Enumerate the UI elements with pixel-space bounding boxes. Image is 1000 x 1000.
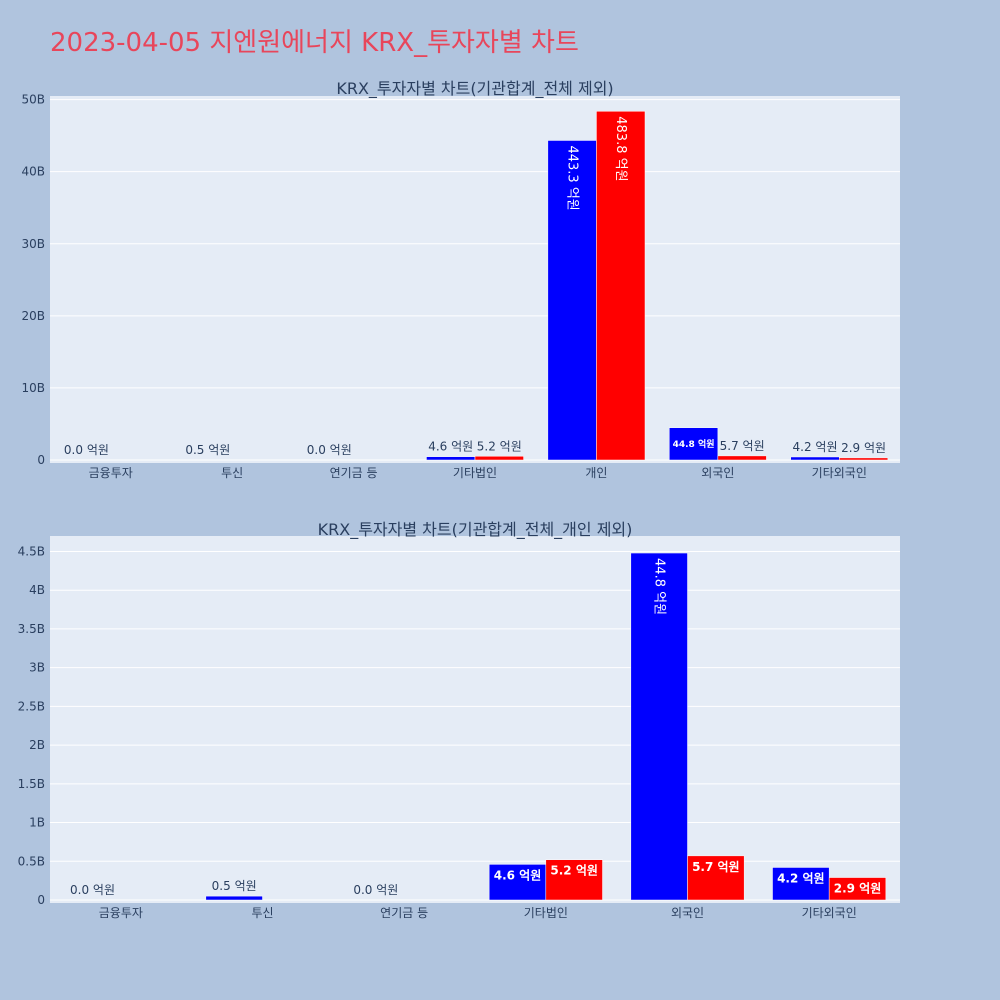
plot-area — [50, 96, 900, 463]
data-label: 2.9 억원 — [841, 441, 886, 455]
x-tick-label: 투신 — [221, 466, 243, 480]
x-tick-label: 금융투자 — [89, 466, 133, 480]
y-tick-label: 3B — [29, 661, 45, 675]
y-tick-label: 30B — [21, 237, 45, 251]
bar — [828, 877, 887, 901]
y-tick-label: 4.5B — [18, 544, 45, 558]
y-tick-label: 1.5B — [18, 777, 45, 791]
data-label: 4.2 억원 — [793, 440, 838, 454]
y-tick-label: 3.5B — [18, 622, 45, 636]
data-label: 0.5 억원 — [212, 879, 257, 893]
x-tick-label: 연기금 등 — [330, 466, 378, 480]
data-label: 0.0 억원 — [70, 883, 115, 897]
y-tick-label: 40B — [21, 165, 45, 179]
y-tick-label: 20B — [21, 309, 45, 323]
data-label: 483.8 억원 — [613, 116, 628, 181]
chart-title: KRX_투자자별 차트(기관합계_전체 제외) — [336, 79, 613, 99]
x-tick-label: 기타법인 — [453, 466, 497, 480]
data-label: 5.7 억원 — [720, 439, 765, 453]
data-label: 4.2 억원 — [777, 871, 825, 885]
bar — [669, 427, 719, 461]
x-tick-label: 기타법인 — [524, 906, 568, 920]
y-tick-label: 0 — [37, 453, 45, 467]
data-label: 0.0 억원 — [307, 443, 352, 457]
bar — [717, 455, 767, 461]
bar — [839, 457, 889, 461]
y-tick-label: 50B — [21, 93, 45, 107]
x-tick-label: 연기금 등 — [380, 906, 428, 920]
data-label: 2.9 억원 — [834, 882, 882, 896]
data-label: 443.3 억원 — [565, 145, 580, 210]
chart-title: KRX_투자자별 차트(기관합계_전체_개인 제외) — [318, 520, 633, 540]
page-title: 2023-04-05 지엔원에너지 KRX_투자자별 차트 — [50, 28, 579, 58]
bar — [474, 456, 524, 461]
bar — [488, 864, 547, 901]
x-tick-label: 기타외국인 — [812, 466, 867, 480]
bar — [630, 552, 688, 901]
x-tick-label: 투신 — [251, 906, 273, 920]
data-label: 4.6 억원 — [494, 868, 542, 882]
data-label: 0.5 억원 — [185, 443, 230, 457]
bar — [545, 859, 603, 901]
data-label: 0.0 억원 — [64, 443, 109, 457]
bar — [205, 895, 263, 901]
data-label: 4.6 억원 — [428, 440, 473, 454]
data-label: 5.2 억원 — [550, 864, 598, 878]
data-label: 5.2 억원 — [477, 439, 522, 453]
y-tick-label: 0 — [37, 893, 45, 907]
bar — [547, 140, 597, 461]
x-tick-label: 개인 — [585, 466, 607, 480]
x-tick-label: 외국인 — [701, 466, 734, 480]
bar — [687, 855, 745, 901]
data-label: 44.8 억원 — [673, 438, 715, 450]
plot-area — [50, 536, 900, 903]
y-tick-label: 1B — [29, 816, 45, 830]
x-tick-label: 외국인 — [671, 906, 704, 920]
data-label: 5.7 억원 — [692, 860, 740, 874]
y-tick-label: 0.5B — [18, 854, 45, 868]
data-label: 0.0 억원 — [353, 883, 398, 897]
x-tick-label: 기타외국인 — [802, 906, 857, 920]
data-label: 44.8 억원 — [652, 558, 667, 615]
bar — [596, 111, 646, 461]
y-tick-label: 2B — [29, 738, 45, 752]
y-tick-label: 10B — [21, 381, 45, 395]
x-tick-label: 금융투자 — [99, 906, 143, 920]
y-tick-label: 2.5B — [18, 699, 45, 713]
y-tick-label: 4B — [29, 583, 45, 597]
